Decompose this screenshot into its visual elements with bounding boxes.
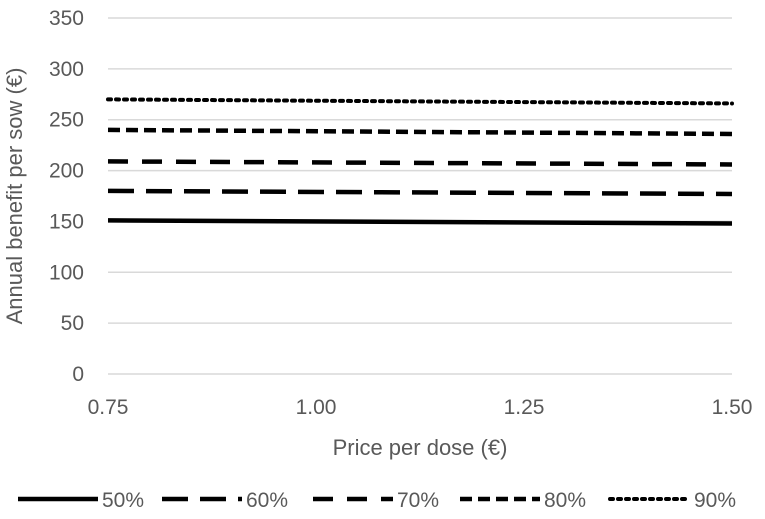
y-tick-label: 100 bbox=[49, 261, 84, 284]
y-tick-label: 50 bbox=[61, 312, 84, 335]
x-tick-label: 0.75 bbox=[88, 396, 129, 419]
legend-label: 90% bbox=[694, 489, 736, 512]
legend-label: 80% bbox=[544, 489, 586, 512]
x-axis-ticks: 0.75 1.00 1.25 1.50 bbox=[88, 396, 753, 419]
legend-label: 70% bbox=[397, 489, 439, 512]
y-tick-label: 300 bbox=[49, 58, 84, 81]
y-tick-label: 150 bbox=[49, 210, 84, 233]
y-tick-label: 250 bbox=[49, 109, 84, 132]
y-tick-label: 350 bbox=[49, 7, 84, 30]
x-tick-label: 1.00 bbox=[296, 396, 337, 419]
series-line-90pct bbox=[106, 97, 734, 106]
legend-label: 60% bbox=[246, 489, 288, 512]
series-lines bbox=[106, 97, 734, 226]
y-tick-label: 0 bbox=[72, 363, 84, 386]
y-tick-label: 200 bbox=[49, 160, 84, 183]
legend-label: 50% bbox=[102, 489, 144, 512]
x-tick-label: 1.50 bbox=[712, 396, 753, 419]
legend: 50% 60% 70% 80% 90% bbox=[18, 489, 736, 512]
x-tick-label: 1.25 bbox=[504, 396, 545, 419]
series-line-80pct bbox=[107, 127, 733, 137]
gridlines bbox=[108, 17, 732, 375]
series-line-50pct bbox=[107, 218, 733, 226]
x-axis-label: Price per dose (€) bbox=[333, 435, 508, 460]
y-axis-label: Annual benefit per sow (€) bbox=[2, 68, 27, 325]
series-line-60pct bbox=[107, 188, 733, 197]
y-axis-ticks: 0 50 100 150 200 250 300 350 bbox=[49, 7, 84, 386]
series-line-70pct bbox=[107, 159, 733, 167]
